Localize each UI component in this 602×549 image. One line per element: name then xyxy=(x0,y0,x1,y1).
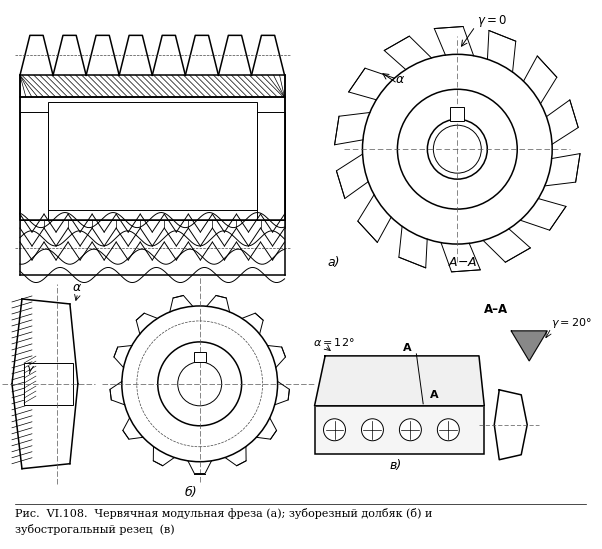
Text: $\gamma=20°$: $\gamma=20°$ xyxy=(551,316,592,330)
Text: б): б) xyxy=(185,486,197,498)
Circle shape xyxy=(361,419,383,441)
Text: в): в) xyxy=(389,459,402,472)
Bar xyxy=(24,363,73,405)
Text: Рис.  VI.108.  Червячная модульная фреза (а); зуборезный долбяк (б) и: Рис. VI.108. Червячная модульная фреза (… xyxy=(15,508,432,519)
Circle shape xyxy=(399,419,421,441)
Circle shape xyxy=(437,419,459,441)
Circle shape xyxy=(323,419,346,441)
Text: А: А xyxy=(430,390,439,400)
Bar xyxy=(256,112,285,220)
Text: а): а) xyxy=(327,256,340,269)
Bar xyxy=(314,406,484,453)
Text: $\gamma=0$: $\gamma=0$ xyxy=(477,13,507,29)
Bar xyxy=(20,97,285,220)
Text: А: А xyxy=(403,343,411,353)
Polygon shape xyxy=(314,356,484,406)
Bar xyxy=(194,352,206,362)
Text: $\alpha=12°$: $\alpha=12°$ xyxy=(312,336,354,348)
Text: А–А: А–А xyxy=(484,303,509,316)
Text: $\alpha$: $\alpha$ xyxy=(395,73,405,86)
Text: $A{-}A$: $A{-}A$ xyxy=(448,256,477,269)
Bar xyxy=(450,107,464,121)
Bar xyxy=(20,75,285,97)
Text: $\gamma$: $\gamma$ xyxy=(26,364,35,376)
Polygon shape xyxy=(511,331,547,361)
Text: $\alpha$: $\alpha$ xyxy=(72,281,82,294)
Bar xyxy=(20,112,48,220)
Bar xyxy=(48,102,256,210)
Text: зубострогальный резец  (в): зубострогальный резец (в) xyxy=(15,524,175,535)
